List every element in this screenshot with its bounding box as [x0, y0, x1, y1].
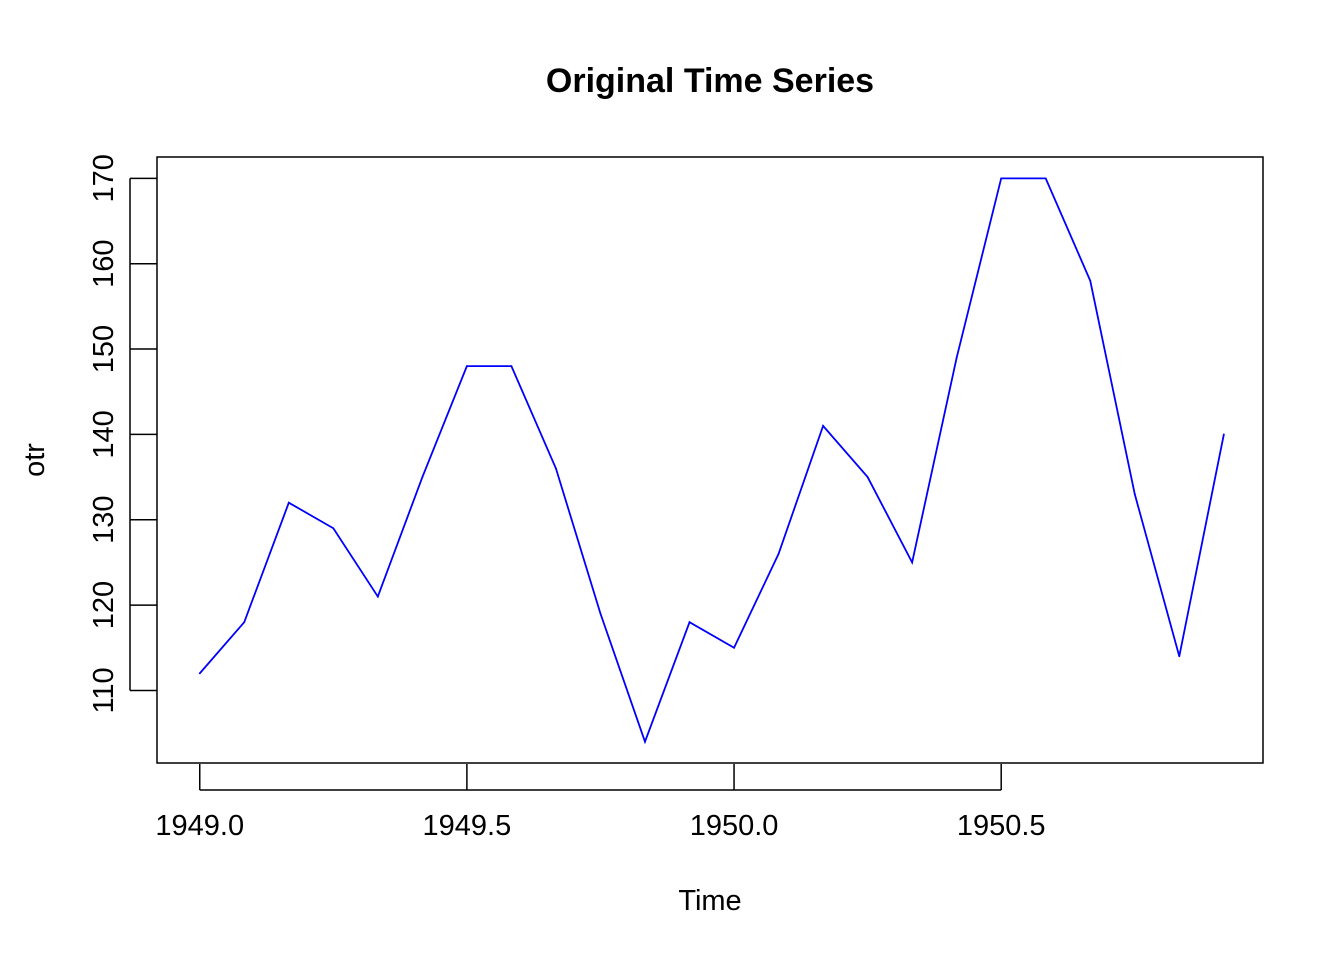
- plot-frame: [156, 156, 1264, 764]
- data-point: [510, 365, 513, 368]
- y-tick-label: 160: [88, 239, 120, 287]
- data-point: [555, 467, 557, 470]
- y-tick-label: 150: [88, 325, 120, 373]
- y-axis-label: otr: [19, 443, 51, 477]
- y-axis: 110 120 130 140 150 160 170: [88, 154, 157, 714]
- data-point: [1044, 177, 1047, 180]
- x-axis: 1949.0 1949.5 1950.0 1950.5: [155, 764, 1046, 842]
- chart-title: Original Time Series: [546, 62, 874, 100]
- data-point: [1133, 493, 1136, 496]
- y-tick-label: 170: [88, 154, 120, 202]
- data-point: [733, 646, 735, 649]
- data-point: [243, 621, 246, 624]
- data-point: [599, 612, 602, 615]
- series-line: [199, 177, 1225, 745]
- data-point: [1000, 177, 1003, 180]
- data-point: [376, 595, 379, 598]
- data-point: [644, 740, 646, 743]
- x-tick-label: 1950.0: [690, 810, 779, 842]
- data-point: [911, 561, 914, 564]
- data-point: [866, 476, 869, 478]
- x-tick-label: 1949.0: [155, 810, 244, 842]
- data-point: [198, 672, 201, 675]
- data-point: [332, 527, 335, 530]
- data-point: [777, 552, 780, 555]
- data-point: [1089, 279, 1092, 282]
- data-point: [688, 621, 691, 624]
- plot-series: [198, 177, 1225, 745]
- y-tick-label: 130: [88, 496, 120, 544]
- x-axis-label: Time: [678, 885, 741, 917]
- data-point: [465, 365, 468, 368]
- y-tick-label: 120: [88, 581, 120, 629]
- x-tick-label: 1950.5: [957, 810, 1046, 842]
- data-point: [421, 476, 424, 478]
- data-point: [1222, 433, 1225, 436]
- x-tick-label: 1949.5: [423, 810, 512, 842]
- data-point: [287, 501, 290, 504]
- y-tick-label: 110: [88, 667, 120, 713]
- data-point: [955, 356, 958, 359]
- y-tick-label: 140: [88, 410, 120, 458]
- data-point: [1178, 655, 1181, 658]
- data-point: [822, 424, 825, 427]
